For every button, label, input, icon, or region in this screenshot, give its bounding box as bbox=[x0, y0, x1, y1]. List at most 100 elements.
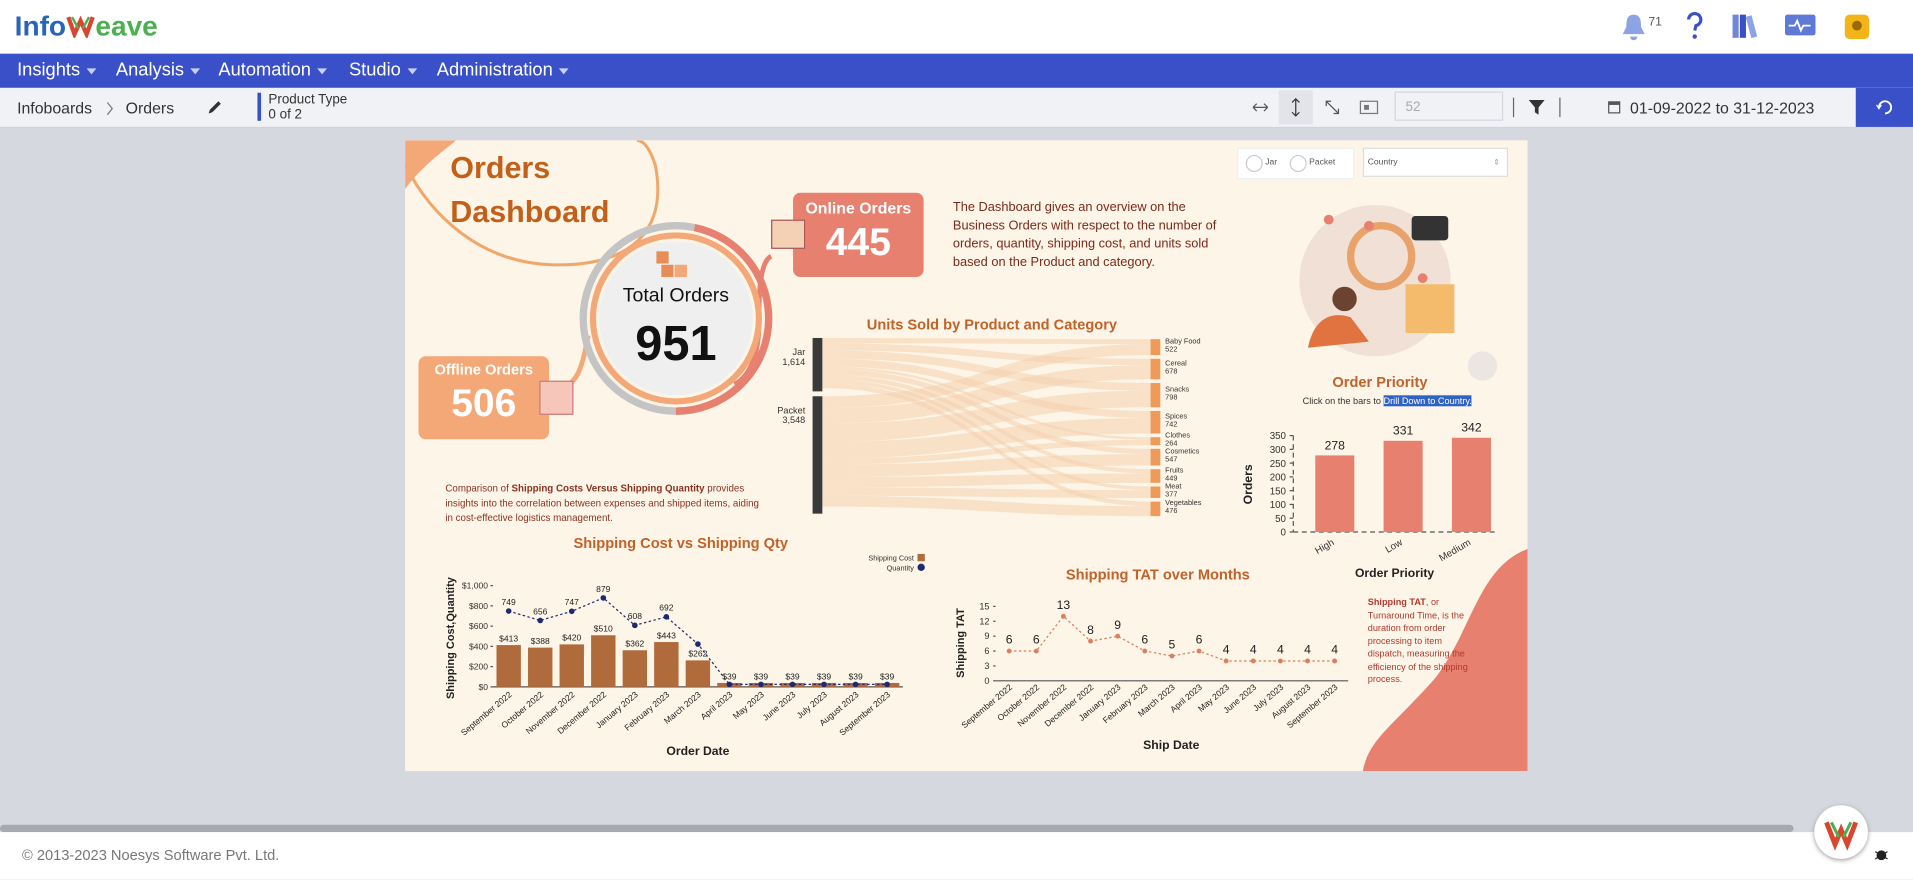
nav-label: Automation bbox=[218, 59, 311, 81]
library-icon[interactable] bbox=[1730, 11, 1759, 40]
value-label: $388 bbox=[531, 636, 550, 646]
point bbox=[1250, 658, 1256, 664]
value-label: $39 bbox=[754, 671, 768, 681]
decor-blob bbox=[1362, 549, 1528, 772]
sankey-link bbox=[822, 439, 1151, 465]
bar[interactable] bbox=[1315, 455, 1355, 532]
assistant-button[interactable] bbox=[1814, 805, 1868, 859]
box-icon bbox=[661, 264, 674, 277]
point bbox=[1088, 638, 1093, 644]
point bbox=[1033, 648, 1039, 654]
value-label: 6 bbox=[1141, 633, 1148, 647]
x-tick-label: September 2022 bbox=[459, 689, 514, 737]
note-text: provides insights into the correlation b… bbox=[445, 483, 759, 524]
radio-button[interactable] bbox=[1289, 154, 1307, 173]
x-axis-label: Order Date bbox=[666, 744, 729, 758]
fullscreen-icon[interactable] bbox=[1324, 99, 1341, 116]
y-tick-label: 6 bbox=[984, 646, 989, 656]
bar bbox=[685, 660, 711, 687]
point bbox=[1169, 653, 1175, 659]
box-icon bbox=[674, 264, 687, 277]
point bbox=[1277, 658, 1283, 664]
point bbox=[537, 617, 544, 624]
node-label: Baby Food bbox=[1165, 336, 1200, 345]
nav-item[interactable]: Insights bbox=[17, 60, 97, 81]
user-avatar[interactable] bbox=[1842, 12, 1871, 41]
nav-item[interactable]: Automation bbox=[218, 59, 327, 81]
kpi-label: Online Orders bbox=[805, 198, 912, 218]
product-filter[interactable]: Product Type 0 of 2 bbox=[268, 93, 347, 122]
point bbox=[600, 595, 607, 601]
y-tick-label: $200 bbox=[469, 662, 488, 672]
point bbox=[789, 681, 796, 688]
sankey-node bbox=[1150, 486, 1161, 498]
sankey-link bbox=[822, 495, 1151, 517]
tile-icon[interactable] bbox=[1359, 100, 1379, 115]
date-range[interactable]: 01-09-2022 to 31-12-2023 bbox=[1630, 98, 1815, 118]
y-tick-label: 0 bbox=[984, 676, 989, 686]
bar[interactable] bbox=[1383, 440, 1423, 532]
note-text: Click on the bars to bbox=[1302, 395, 1384, 407]
edit-icon[interactable] bbox=[206, 99, 223, 116]
nav-item[interactable]: Analysis bbox=[116, 60, 200, 81]
x-tick-label: June 2023 bbox=[760, 689, 797, 722]
nav-label: Studio bbox=[348, 59, 401, 81]
nav-item[interactable]: Studio bbox=[349, 60, 417, 81]
x-axis-label: Order Priority bbox=[1355, 566, 1434, 580]
notification-count: 71 bbox=[1648, 15, 1662, 30]
refresh-button[interactable] bbox=[1855, 87, 1913, 127]
drill-link[interactable]: Drill Down to Country. bbox=[1383, 395, 1472, 407]
value-label: 8 bbox=[1087, 623, 1094, 637]
legend-label: Shipping Cost bbox=[868, 554, 914, 563]
point bbox=[821, 681, 827, 688]
nav-label: Administration bbox=[436, 59, 553, 81]
scrollbar[interactable] bbox=[0, 824, 1794, 833]
copyright: © 2013-2023 Noesys Software Pvt. Ltd. bbox=[21, 846, 280, 864]
node-label: Cosmetics bbox=[1165, 447, 1199, 456]
store-icon bbox=[539, 380, 574, 415]
node-label: Meat bbox=[1165, 482, 1181, 491]
page-size-input[interactable]: 52 bbox=[1394, 91, 1504, 121]
y-tick-label: 150 bbox=[1270, 486, 1287, 497]
select-arrow: ⇕ bbox=[1493, 159, 1500, 168]
breadcrumb-separator bbox=[106, 102, 114, 116]
bell-icon[interactable] bbox=[1620, 12, 1647, 41]
node-value: 798 bbox=[1165, 392, 1177, 401]
y-tick-label: $800 bbox=[469, 601, 488, 611]
kpi-value: 445 bbox=[825, 219, 891, 264]
sankey-link bbox=[822, 374, 1151, 474]
sankey-node bbox=[1150, 339, 1161, 356]
y-tick-label: 300 bbox=[1270, 445, 1287, 456]
filter-icon[interactable] bbox=[1528, 100, 1545, 115]
breadcrumb-link[interactable]: Infoboards bbox=[17, 98, 93, 118]
fit-height-button[interactable] bbox=[1278, 90, 1313, 125]
offline-orders-card: Offline Orders 506 bbox=[418, 356, 550, 440]
point bbox=[1305, 658, 1310, 664]
fit-width-icon[interactable] bbox=[1252, 100, 1269, 115]
sankey-link bbox=[822, 418, 1151, 459]
y-tick-label: 0 bbox=[1281, 528, 1287, 539]
radio-button[interactable] bbox=[1245, 154, 1263, 173]
help-icon[interactable] bbox=[1684, 11, 1706, 40]
refresh-icon bbox=[1876, 100, 1893, 115]
nav-item[interactable]: Administration bbox=[437, 60, 569, 81]
value-label: $39 bbox=[785, 671, 799, 681]
kpi-label: Offline Orders bbox=[434, 361, 533, 379]
y-tick-label: 50 bbox=[1275, 514, 1286, 525]
nav-label: Analysis bbox=[115, 59, 185, 81]
point bbox=[1223, 658, 1229, 664]
country-select[interactable]: Country ⇕ bbox=[1362, 147, 1509, 177]
legend-swatch bbox=[917, 563, 925, 572]
x-tick-label: Low bbox=[1384, 537, 1406, 556]
note-text: , or Turnaround Time, is the duration fr… bbox=[1367, 596, 1468, 685]
value-label: 4 bbox=[1223, 643, 1230, 657]
node-value: 678 bbox=[1165, 366, 1177, 375]
ring-online-share bbox=[675, 224, 773, 415]
monitor-icon[interactable] bbox=[1784, 13, 1817, 39]
bar[interactable] bbox=[1451, 437, 1491, 532]
sankey-node bbox=[812, 337, 823, 392]
value-label: 6 bbox=[1006, 633, 1013, 647]
toolbar: Infoboards Orders Product Type 0 of 2 52 … bbox=[0, 87, 1913, 129]
bug-icon[interactable] bbox=[1874, 847, 1889, 862]
logo[interactable]: Info eave bbox=[15, 10, 158, 43]
